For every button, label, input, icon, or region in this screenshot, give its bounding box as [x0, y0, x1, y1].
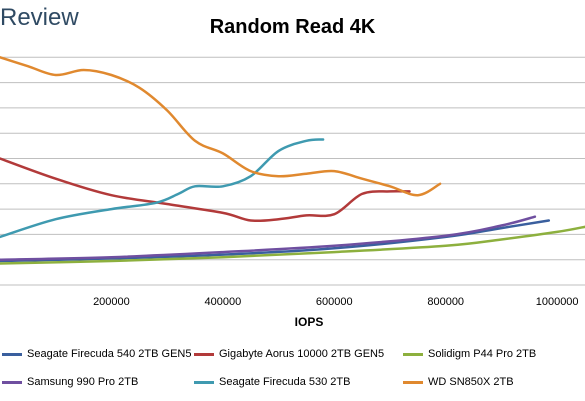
- legend-swatch: [403, 380, 423, 384]
- legend-item: Seagate Firecuda 530 2TB: [194, 376, 350, 388]
- brand-logo-text: Review: [0, 4, 79, 31]
- gridlines: [0, 56, 585, 286]
- series-lines: [0, 56, 585, 265]
- series-line-4: [0, 215, 537, 261]
- x-tick-label: 400000: [204, 296, 241, 308]
- series-line-2: [0, 157, 411, 223]
- chart-legend: Seagate Firecuda 540 2TB GEN5 Gigabyte Ao…: [0, 336, 585, 401]
- x-tick-label: 200000: [93, 296, 130, 308]
- legend-item: Gigabyte Aorus 10000 2TB GEN5: [194, 348, 384, 360]
- legend-swatch: [194, 352, 214, 356]
- legend-item: Solidigm P44 Pro 2TB: [403, 348, 536, 360]
- x-axis-label: IOPS: [295, 315, 324, 329]
- legend-item: Samsung 990 Pro 2TB: [2, 376, 138, 388]
- chart-title: Random Read 4K: [209, 16, 376, 38]
- series-line-5: [0, 138, 325, 239]
- x-axis-ticks: 200000 400000 600000 800000 1000000: [93, 296, 578, 308]
- legend-label: Gigabyte Aorus 10000 2TB GEN5: [219, 348, 385, 360]
- legend-label: Seagate Firecuda 540 2TB GEN5: [27, 348, 192, 360]
- legend-label: Solidigm P44 Pro 2TB: [428, 348, 537, 360]
- legend-label: Samsung 990 Pro 2TB: [27, 376, 139, 388]
- legend-item: Seagate Firecuda 540 2TB GEN5: [2, 348, 191, 360]
- legend-swatch: [403, 352, 423, 356]
- x-tick-label: 800000: [427, 296, 464, 308]
- legend-swatch: [194, 380, 214, 384]
- x-tick-label: 1000000: [536, 296, 579, 308]
- legend-swatch: [2, 380, 22, 384]
- legend-swatch: [2, 352, 22, 356]
- legend-label: WD SN850X 2TB: [428, 376, 514, 388]
- x-tick-label: 600000: [316, 296, 353, 308]
- series-line-6: [0, 56, 442, 197]
- legend-label: Seagate Firecuda 530 2TB: [219, 376, 351, 388]
- series-line-3: [0, 225, 585, 265]
- legend-item: WD SN850X 2TB: [403, 376, 514, 388]
